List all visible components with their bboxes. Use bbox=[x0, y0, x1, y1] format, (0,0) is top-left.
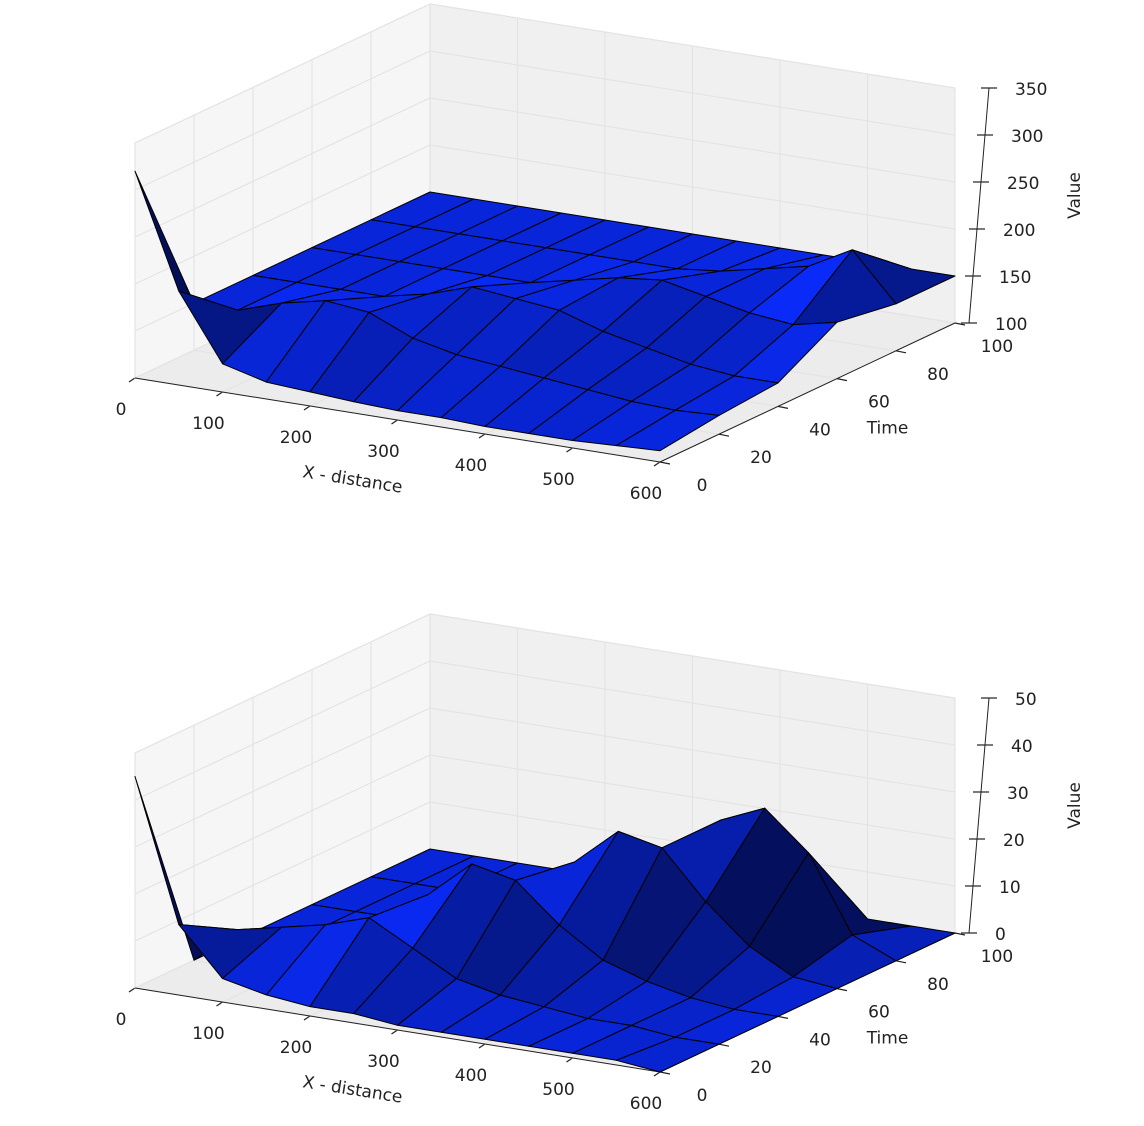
z-axis bbox=[968, 697, 990, 934]
x-tick-label: 400 bbox=[455, 456, 487, 476]
x-axis bbox=[134, 377, 661, 463]
y-tick bbox=[777, 1015, 789, 1019]
y-tick-label: 80 bbox=[927, 975, 949, 995]
x-tick bbox=[303, 1015, 311, 1021]
y-tick-label: 60 bbox=[868, 1003, 890, 1023]
x-tick bbox=[566, 447, 573, 453]
y-tick-label: 20 bbox=[750, 448, 772, 468]
z-tick-label: 350 bbox=[1015, 80, 1047, 100]
surface-patch bbox=[615, 1036, 720, 1073]
y-tick bbox=[777, 405, 789, 409]
y-tick-label: 0 bbox=[697, 1086, 708, 1106]
z-tick-label: 40 bbox=[1011, 737, 1033, 757]
grid-line bbox=[134, 754, 956, 895]
x-tick-label: 600 bbox=[630, 484, 662, 504]
x-axis-label: X - distance bbox=[301, 1072, 404, 1107]
x-axis bbox=[134, 987, 661, 1073]
x-tick bbox=[653, 1071, 661, 1077]
x-axis-label: X - distance bbox=[301, 462, 404, 497]
y-tick bbox=[659, 461, 671, 465]
grid-line bbox=[134, 707, 956, 848]
z-tick-label: 30 bbox=[1007, 784, 1029, 804]
x-tick-label: 400 bbox=[455, 1066, 487, 1086]
z-tick-label: 150 bbox=[999, 268, 1031, 288]
y-tick-label: 40 bbox=[809, 1030, 831, 1050]
x-tick bbox=[391, 419, 398, 425]
z-axis bbox=[968, 87, 990, 324]
x-tick-label: 200 bbox=[280, 428, 312, 448]
z-tick-label: 200 bbox=[1003, 221, 1035, 241]
x-tick bbox=[216, 1001, 223, 1007]
z-tick-label: 0 bbox=[995, 925, 1006, 945]
z-tick-label: 50 bbox=[1015, 690, 1037, 710]
z-axis-label: Value bbox=[1065, 782, 1085, 829]
x-tick bbox=[128, 377, 136, 383]
y-tick bbox=[836, 378, 848, 382]
y-tick-label: 100 bbox=[981, 337, 1013, 357]
x-tick-label: 200 bbox=[280, 1038, 312, 1058]
y-tick-label: 100 bbox=[981, 947, 1013, 967]
x-tick-label: 100 bbox=[192, 414, 224, 434]
z-tick-label: 20 bbox=[1003, 831, 1025, 851]
y-axis-label: Time bbox=[866, 1029, 909, 1049]
x-tick bbox=[478, 433, 486, 439]
surface-patch bbox=[615, 409, 720, 452]
y-tick bbox=[895, 960, 907, 964]
y-axis bbox=[659, 322, 956, 463]
x-tick-label: 300 bbox=[367, 442, 399, 462]
z-axis-label: Value bbox=[1065, 172, 1085, 219]
grid-line bbox=[134, 50, 956, 191]
y-tick-label: 40 bbox=[809, 420, 831, 440]
x-tick bbox=[478, 1043, 486, 1049]
x-tick bbox=[391, 1029, 398, 1035]
x-tick-label: 0 bbox=[116, 400, 127, 420]
y-tick bbox=[954, 932, 966, 936]
z-tick-label: 10 bbox=[999, 878, 1021, 898]
x-tick-label: 500 bbox=[542, 1080, 574, 1100]
y-axis-label: Time bbox=[866, 419, 909, 439]
y-tick bbox=[659, 1071, 671, 1075]
y-tick bbox=[954, 322, 966, 326]
x-tick-label: 300 bbox=[367, 1052, 399, 1072]
y-tick bbox=[718, 1043, 730, 1047]
x-tick bbox=[653, 461, 661, 467]
y-tick-label: 0 bbox=[697, 476, 708, 496]
y-tick-label: 20 bbox=[750, 1058, 772, 1078]
z-tick-label: 300 bbox=[1011, 127, 1043, 147]
x-tick-label: 500 bbox=[542, 470, 574, 490]
x-tick-label: 600 bbox=[630, 1094, 662, 1114]
grid-line bbox=[134, 3, 956, 144]
x-tick bbox=[303, 405, 311, 411]
grid-line bbox=[134, 144, 956, 285]
grid-line bbox=[134, 613, 956, 754]
z-tick-label: 100 bbox=[995, 315, 1027, 335]
y-tick bbox=[895, 350, 907, 354]
grid-line bbox=[134, 660, 956, 801]
x-tick bbox=[128, 987, 136, 993]
y-tick bbox=[718, 433, 730, 437]
y-tick-label: 60 bbox=[868, 393, 890, 413]
y-tick bbox=[836, 988, 848, 992]
z-tick-label: 250 bbox=[1007, 174, 1039, 194]
x-tick bbox=[566, 1057, 573, 1063]
x-tick-label: 0 bbox=[116, 1010, 127, 1030]
x-tick-label: 100 bbox=[192, 1024, 224, 1044]
y-tick-label: 80 bbox=[927, 365, 949, 385]
x-tick bbox=[216, 391, 223, 397]
grid-line bbox=[134, 97, 956, 238]
